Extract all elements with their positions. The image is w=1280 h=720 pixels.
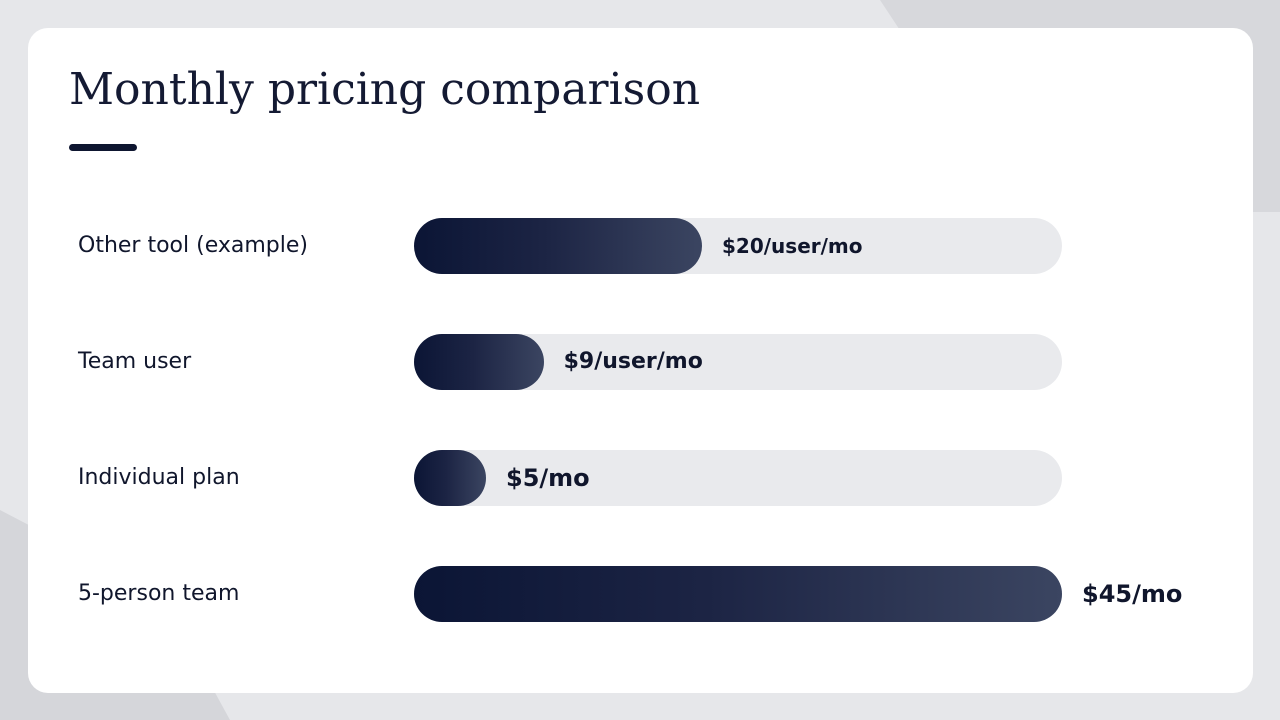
bar bbox=[414, 334, 544, 390]
bar bbox=[414, 218, 702, 274]
bar-row: Team user $9/user/mo bbox=[28, 334, 1253, 390]
value-label: $45/mo bbox=[1082, 580, 1183, 608]
value-label: $20/user/mo bbox=[722, 234, 863, 258]
bar-track bbox=[414, 450, 1062, 506]
bar-row: 5-person team $45/mo bbox=[28, 566, 1253, 622]
title-underline bbox=[69, 144, 137, 151]
chart-title: Monthly pricing comparison bbox=[69, 64, 701, 115]
category-label: Individual plan bbox=[78, 465, 240, 490]
value-label: $9/user/mo bbox=[563, 349, 703, 374]
bar bbox=[414, 566, 1062, 622]
category-label: Team user bbox=[78, 349, 192, 374]
bar-chart: Other tool (example) $20/user/mo Team user… bbox=[28, 28, 1253, 693]
category-label: 5-person team bbox=[78, 581, 240, 606]
bar-row: Other tool (example) $20/user/mo bbox=[28, 218, 1253, 274]
category-label: Other tool (example) bbox=[78, 233, 308, 258]
bar-row: Individual plan $5/mo bbox=[28, 450, 1253, 506]
chart-card: Monthly pricing comparison Other tool (e… bbox=[28, 28, 1253, 693]
bar bbox=[414, 450, 486, 506]
value-label: $5/mo bbox=[506, 464, 590, 492]
